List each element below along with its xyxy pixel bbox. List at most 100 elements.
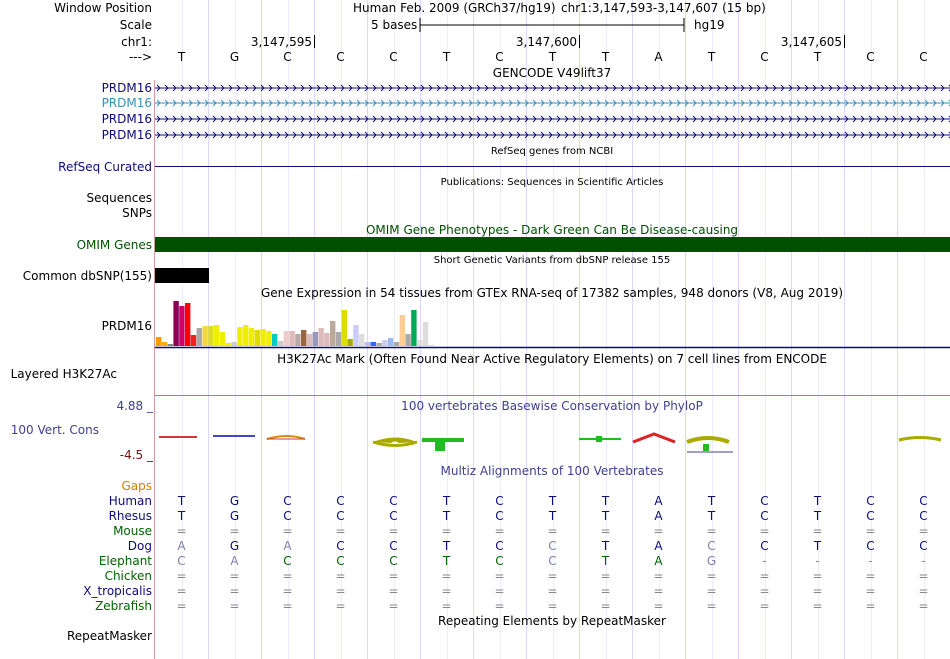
alignment-base: = — [706, 599, 717, 613]
gtex-tissue-bar[interactable] — [214, 325, 220, 346]
strand-label[interactable]: ---> — [128, 50, 152, 64]
repeatmasker-label[interactable]: RepeatMasker — [66, 629, 152, 643]
gtex-tissue-bar[interactable] — [289, 331, 295, 346]
alignment-base: T — [442, 509, 451, 523]
gtex-tissue-bar[interactable] — [272, 334, 278, 346]
gtex-tissue-bar[interactable] — [243, 325, 249, 346]
species-label[interactable]: Rhesus — [108, 509, 152, 523]
gtex-tissue-bar[interactable] — [179, 306, 185, 346]
gtex-tissue-bar[interactable] — [376, 343, 382, 346]
gtex-tissue-bar[interactable] — [405, 334, 411, 346]
species-label[interactable]: X_tropicalis — [83, 584, 152, 598]
gencode-transcript-2[interactable] — [155, 97, 950, 109]
omim-gene-bar[interactable] — [155, 237, 950, 252]
gtex-tissue-bar[interactable] — [196, 328, 202, 346]
alignment-base: C — [495, 509, 504, 523]
gtex-tissue-bar[interactable] — [388, 338, 394, 346]
gencode-transcript-1[interactable] — [155, 82, 950, 94]
window-position: chr1:3,147,593-3,147,607 (15 bp) — [561, 1, 766, 15]
omim-label[interactable]: OMIM Genes — [76, 238, 152, 252]
gtex-tissue-bar[interactable] — [370, 342, 376, 346]
species-label[interactable]: Mouse — [113, 524, 152, 538]
gtex-tissue-bar[interactable] — [248, 328, 255, 346]
alignment-base: = — [759, 584, 770, 598]
gtex-expression-chart[interactable] — [155, 298, 950, 350]
gtex-tissue-bar[interactable] — [254, 330, 260, 346]
alignment-base: = — [547, 599, 558, 613]
alignment-base: C — [336, 539, 345, 553]
gtex-tissue-bar[interactable] — [161, 342, 168, 346]
gtex-tissue-bar[interactable] — [411, 310, 417, 346]
conservation-label[interactable]: 100 Vert. Cons — [10, 423, 99, 437]
alignment-base: = — [494, 569, 505, 583]
alignment-base: = — [706, 524, 717, 538]
snps-label[interactable]: SNPs — [122, 206, 152, 220]
gtex-tissue-bar[interactable] — [428, 345, 434, 346]
dbsnp-label[interactable]: Common dbSNP(155) — [22, 269, 152, 283]
gtex-tissue-bar[interactable] — [156, 337, 162, 346]
gaps-label[interactable]: Gaps — [121, 479, 152, 493]
alignment-base: = — [335, 569, 346, 583]
gencode-label-4[interactable]: PRDM16 — [101, 128, 152, 142]
gtex-tissue-bar[interactable] — [185, 303, 191, 346]
gtex-tissue-bar[interactable] — [393, 342, 400, 346]
gencode-label-3[interactable]: PRDM16 — [101, 112, 152, 126]
sequences-label[interactable]: Sequences — [86, 191, 152, 205]
species-label[interactable]: Zebrafish — [95, 599, 152, 613]
refseq-label[interactable]: RefSeq Curated — [58, 160, 152, 174]
conservation-logo[interactable] — [155, 430, 950, 456]
gtex-tissue-bar[interactable] — [266, 331, 272, 346]
alignment-base: T — [442, 494, 451, 508]
alignment-base: C — [336, 494, 345, 508]
gtex-tissue-bar[interactable] — [167, 344, 173, 346]
track-left-border — [154, 80, 155, 659]
species-label[interactable]: Human — [108, 494, 152, 508]
h3k27ac-label[interactable]: Layered H3K27Ac — [10, 367, 117, 381]
species-label[interactable]: Dog — [127, 539, 152, 553]
gtex-tissue-bar[interactable] — [301, 330, 307, 346]
gencode-transcript-4[interactable] — [155, 129, 950, 141]
gtex-tissue-bar[interactable] — [324, 333, 330, 346]
gtex-tissue-bar[interactable] — [231, 342, 237, 346]
gtex-tissue-bar[interactable] — [359, 334, 365, 346]
gtex-tissue-bar[interactable] — [318, 328, 324, 346]
gtex-tissue-bar[interactable] — [335, 332, 342, 346]
alignment-base: A — [177, 539, 186, 553]
refseq-gene-line[interactable] — [155, 166, 950, 167]
dbsnp-variant-block[interactable] — [155, 268, 209, 283]
gtex-tissue-bar[interactable] — [190, 335, 197, 346]
species-label[interactable]: Elephant — [98, 554, 152, 568]
gtex-tissue-bar[interactable] — [202, 326, 208, 346]
gtex-tissue-bar[interactable] — [219, 332, 226, 346]
gtex-tissue-bar[interactable] — [208, 326, 214, 346]
gtex-tissue-bar[interactable] — [347, 339, 353, 346]
gencode-label-1[interactable]: PRDM16 — [101, 81, 152, 95]
alignment-base: C — [283, 554, 292, 568]
gtex-tissue-bar[interactable] — [353, 325, 359, 346]
gtex-tissue-bar[interactable] — [283, 331, 289, 346]
gtex-tissue-bar[interactable] — [237, 327, 243, 346]
alignment-base: = — [918, 524, 929, 538]
gtex-tissue-bar[interactable] — [277, 341, 284, 346]
gtex-tissue-bar[interactable] — [173, 301, 179, 346]
gtex-tissue-bar[interactable] — [382, 340, 388, 346]
gtex-tissue-bar[interactable] — [295, 334, 301, 346]
alignment-base: G — [706, 554, 717, 568]
gencode-transcript-3[interactable] — [155, 113, 950, 125]
gtex-tissue-bar[interactable] — [399, 315, 405, 346]
gtex-tissue-bar[interactable] — [341, 310, 347, 346]
gtex-tissue-bar[interactable] — [422, 322, 429, 346]
species-label[interactable]: Chicken — [104, 569, 152, 583]
gtex-tissue-bar[interactable] — [306, 334, 313, 346]
gtex-tissue-bar[interactable] — [330, 321, 336, 346]
gtex-tissue-bar[interactable] — [364, 342, 371, 346]
alignment-base: T — [707, 509, 716, 523]
gtex-tissue-bar[interactable] — [260, 329, 266, 346]
alignment-base: = — [600, 569, 611, 583]
gencode-label-2[interactable]: PRDM16 — [101, 96, 152, 110]
alignment-base: C — [866, 509, 875, 523]
gtex-tissue-bar[interactable] — [417, 340, 423, 346]
gtex-label[interactable]: PRDM16 — [101, 319, 152, 333]
gtex-tissue-bar[interactable] — [312, 332, 318, 346]
gtex-tissue-bar[interactable] — [225, 343, 231, 346]
